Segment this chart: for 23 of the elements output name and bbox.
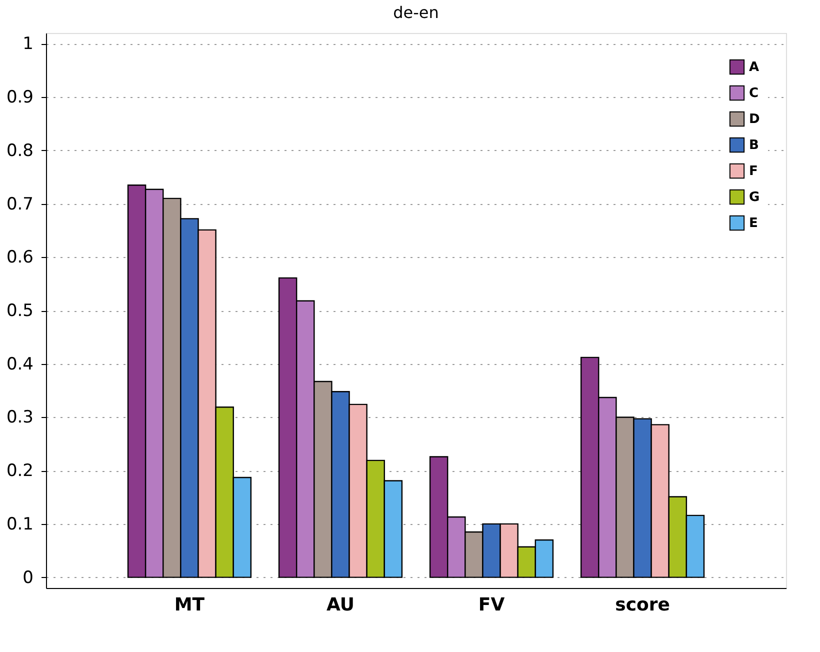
legend-label: A xyxy=(749,60,760,75)
legend-label: G xyxy=(749,190,760,205)
y-tick-label: 0.2 xyxy=(6,461,34,482)
x-tick-label: FV xyxy=(478,594,505,616)
x-tick-label: MT xyxy=(174,594,206,616)
legend-label: E xyxy=(749,216,758,231)
y-tick-label: 1 xyxy=(22,34,34,54)
y-tick-label: 0.3 xyxy=(6,408,34,428)
y-tick-label: 0.4 xyxy=(6,354,34,374)
legend-label: B xyxy=(749,138,759,153)
y-tick-label: 0.6 xyxy=(6,248,34,268)
x-tick-label: score xyxy=(615,594,670,616)
x-tick-label: AU xyxy=(326,594,354,616)
legend-label: D xyxy=(749,112,760,127)
legend-label: C xyxy=(749,86,759,101)
y-tick-label: 0 xyxy=(22,568,34,588)
y-tick-label: 0.1 xyxy=(6,514,34,534)
y-tick-label: 0.9 xyxy=(6,88,34,108)
y-tick-label: 0.5 xyxy=(6,301,34,321)
y-tick-label: 0.8 xyxy=(6,140,34,161)
chart-title: de-en xyxy=(393,3,439,22)
y-tick-label: 0.7 xyxy=(6,194,34,214)
legend-label: F xyxy=(749,164,758,179)
